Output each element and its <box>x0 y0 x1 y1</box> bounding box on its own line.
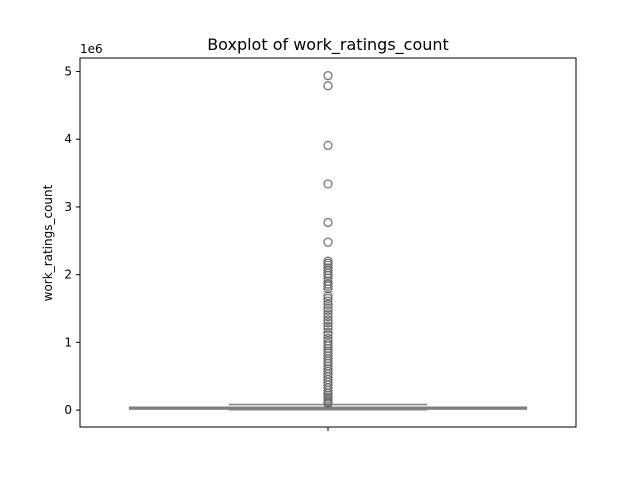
y-tick-label: 4 <box>64 132 72 146</box>
outlier-point <box>323 399 333 409</box>
outlier-point <box>323 299 333 310</box>
y-axis-offset-label: 1e6 <box>80 42 103 56</box>
outlier-point <box>323 71 333 81</box>
y-axis-label: work_ratings_count <box>41 184 55 301</box>
outlier-point <box>323 237 333 247</box>
outlier-point <box>323 327 333 337</box>
outlier-point <box>323 330 333 340</box>
outlier-point <box>323 217 333 228</box>
plot-frame <box>79 57 577 428</box>
y-tick-label: 5 <box>64 65 72 79</box>
outlier-point <box>323 303 333 313</box>
outlier-point <box>323 270 333 280</box>
outlier-point <box>323 309 333 319</box>
outlier-point <box>323 293 333 303</box>
outlier-point <box>323 315 333 325</box>
y-tick-label: 3 <box>64 200 72 214</box>
outlier-point <box>323 305 333 316</box>
outlier-point <box>323 140 333 150</box>
outlier-point <box>323 324 333 334</box>
chart-title: Boxplot of work_ratings_count <box>207 35 449 55</box>
outlier-point <box>323 291 333 301</box>
outlier-point <box>323 296 333 306</box>
outlier-point <box>323 281 333 291</box>
outlier-point <box>323 312 333 322</box>
outlier-point <box>323 321 333 331</box>
outlier-point <box>323 81 333 91</box>
outlier-point <box>323 179 333 189</box>
y-tick-label: 0 <box>64 403 72 417</box>
y-tick-label: 2 <box>64 268 72 282</box>
y-tick-label: 1 <box>64 335 72 349</box>
plot-area <box>128 71 528 411</box>
outlier-point <box>323 284 333 294</box>
outlier-point <box>323 318 333 328</box>
y-axis: 0 1 2 3 4 5 <box>64 65 80 417</box>
outlier-point <box>323 385 333 396</box>
